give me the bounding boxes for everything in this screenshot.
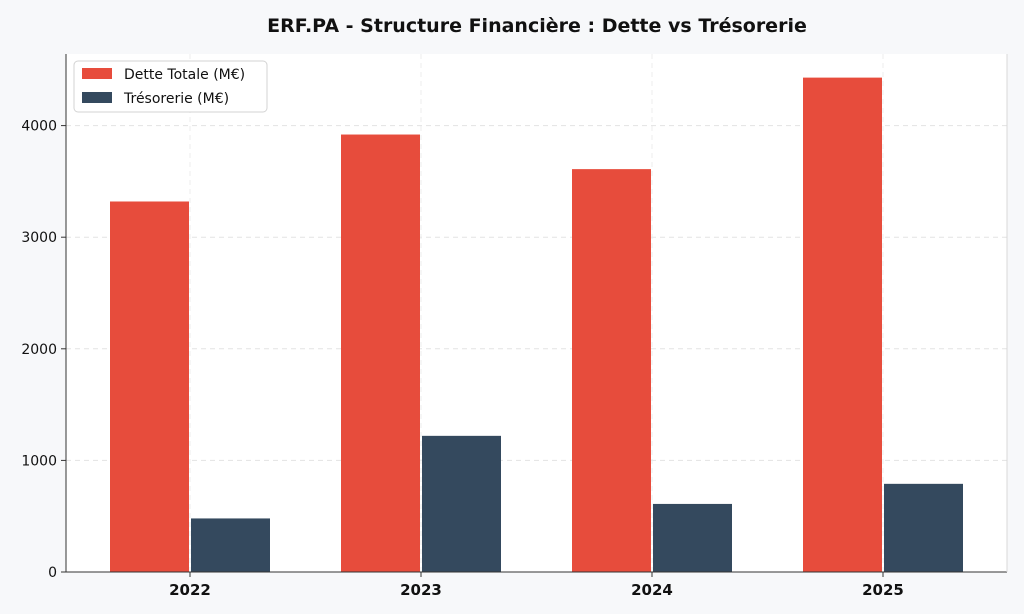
bar-tresorerie-2024 — [653, 503, 732, 572]
y-tick-label: 4000 — [21, 119, 57, 135]
bar-tresorerie-2022 — [191, 518, 270, 572]
axes-layer: 0 1000 2000 3000 4000 2022 2023 2024 2025 — [21, 54, 1008, 599]
bar-tresorerie-2023 — [422, 435, 501, 572]
bar-dette-2023 — [341, 134, 420, 572]
legend-label-dette: Dette Totale (M€) — [124, 67, 245, 83]
y-tick-label: 2000 — [21, 342, 57, 358]
legend-swatch-dette — [82, 68, 112, 79]
y-tick-label: 0 — [48, 565, 57, 581]
x-tick-label-2025: 2025 — [862, 581, 904, 599]
legend-box — [73, 60, 268, 113]
x-tick-label-2023: 2023 — [400, 581, 442, 599]
y-tick-label: 1000 — [21, 453, 57, 469]
bar-dette-2022 — [110, 201, 189, 572]
bar-dette-2024 — [572, 169, 651, 572]
bar-dette-2025 — [803, 77, 882, 572]
legend-swatch-tresorerie — [82, 92, 112, 103]
chart-title: ERF.PA - Structure Financière : Dette vs… — [267, 15, 807, 37]
y-tick-label: 3000 — [21, 230, 57, 246]
legend: Dette Totale (M€) Trésorerie (M€) — [73, 60, 268, 113]
x-tick-label-2022: 2022 — [169, 581, 211, 599]
x-tick-label-2024: 2024 — [631, 581, 673, 599]
bar-tresorerie-2025 — [884, 483, 963, 572]
legend-label-tresorerie: Trésorerie (M€) — [123, 91, 229, 107]
bars-layer — [110, 77, 963, 572]
